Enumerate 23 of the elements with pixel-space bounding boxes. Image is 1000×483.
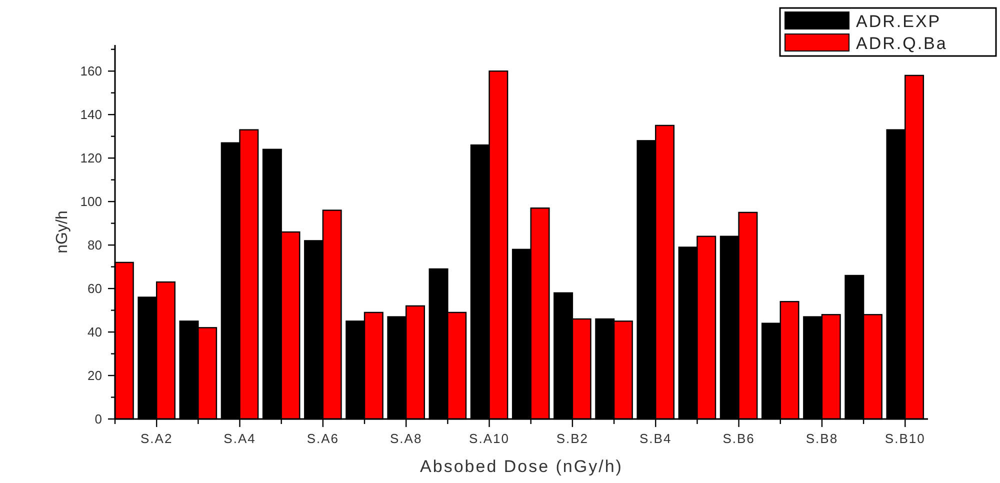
y-tick-label: 80 [88, 238, 102, 253]
y-tick-label: 160 [80, 64, 102, 79]
x-tick-label: S.B10 [884, 431, 926, 446]
x-tick-label: S.A2 [140, 431, 173, 446]
x-tick-label: S.B4 [640, 431, 672, 446]
x-tick-label: S.B8 [806, 431, 838, 446]
x-tick-label: S.A4 [224, 431, 256, 446]
x-tick-label: S.B2 [556, 431, 589, 446]
x-tick-label: S.A10 [469, 431, 510, 446]
y-tick-label: 60 [88, 281, 102, 296]
y-tick-label: 140 [80, 107, 102, 122]
y-tick-label: 20 [88, 368, 102, 384]
x-tick-label: S.A6 [306, 431, 340, 446]
y-tick-label: 100 [80, 194, 102, 210]
y-tick-label: 120 [80, 150, 102, 166]
y-axis-title: nGy/h [54, 210, 71, 254]
y-tick-label: 40 [88, 324, 102, 340]
legend-label: ADR.Q.Ba [856, 34, 948, 53]
legend-label: ADR.EXP [856, 12, 942, 31]
x-axis-title: Absobed Dose (nGy/h) [420, 457, 623, 476]
x-tick-label: S.A8 [390, 431, 422, 446]
x-tick-label: S.B6 [722, 431, 755, 446]
y-tick-label: 0 [94, 412, 102, 427]
